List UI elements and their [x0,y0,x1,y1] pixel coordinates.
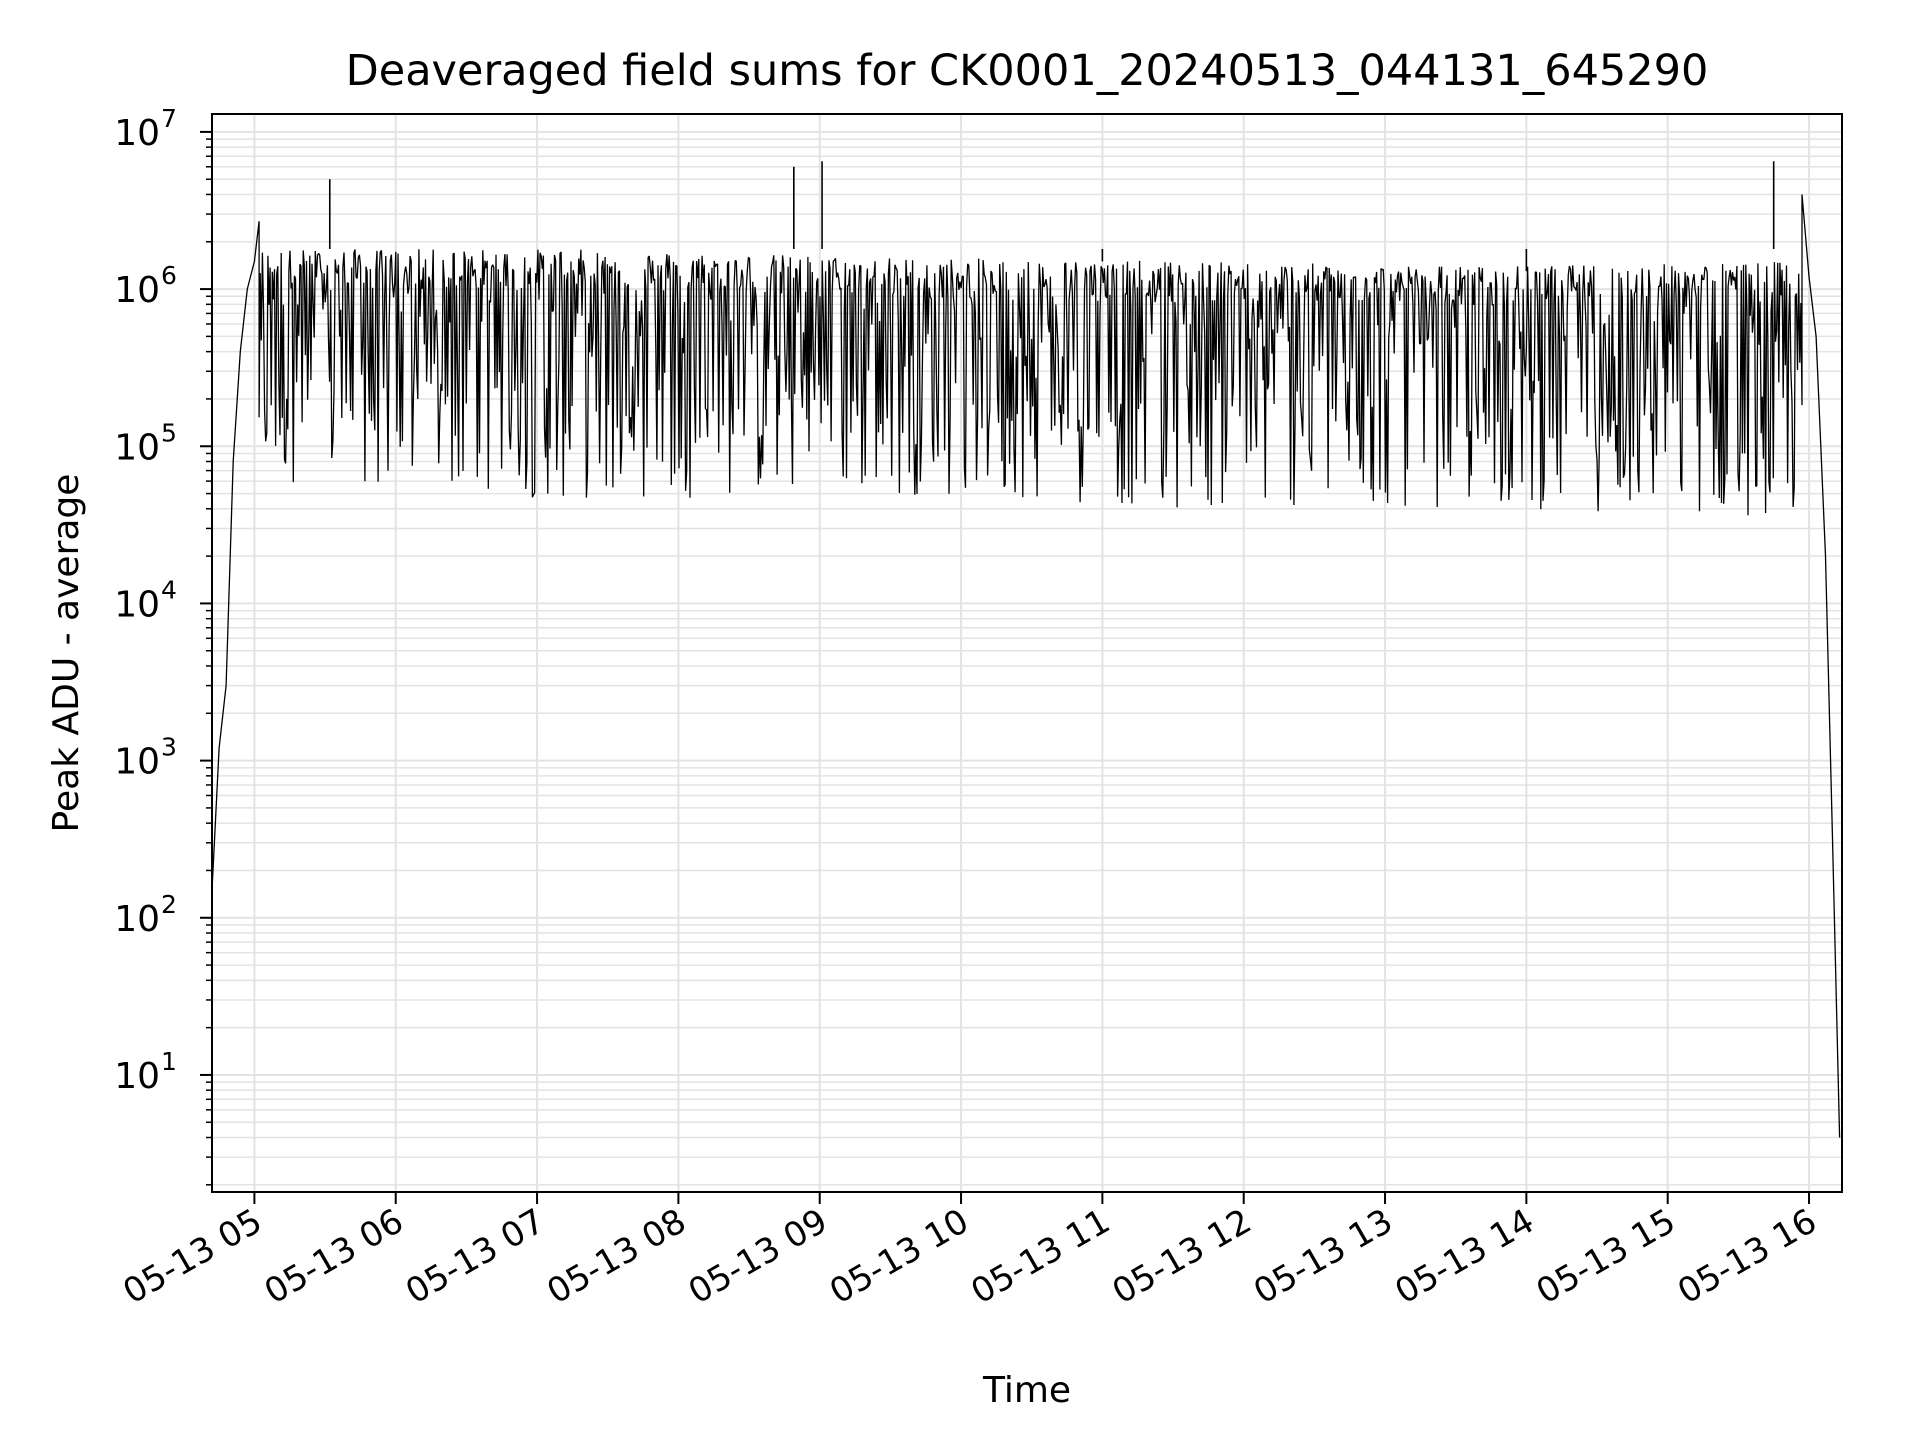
y-tick-label: 10 [114,113,160,154]
y-tick-exponent: 6 [161,261,177,290]
x-tick-label: 05-13 12 [1106,1201,1258,1312]
chart-title: Deaveraged field sums for CK0001_2024051… [346,46,1709,96]
grid [212,114,1842,1192]
y-tick-exponent: 4 [161,575,177,604]
y-tick-exponent: 2 [161,890,177,919]
x-tick-label: 05-13 13 [1247,1201,1399,1312]
x-tick-label: 05-13 10 [823,1201,975,1312]
y-tick-exponent: 3 [161,733,177,762]
y-tick-label: 10 [114,899,160,940]
y-tick-exponent: 5 [161,418,177,447]
x-tick-label: 05-13 14 [1388,1201,1540,1312]
y-tick-exponent: 1 [161,1047,177,1076]
y-tick-label: 10 [114,742,160,783]
x-tick-label: 05-13 15 [1530,1201,1682,1312]
data-series [211,161,1841,1138]
y-tick-label: 10 [114,1056,160,1097]
series-line [211,194,1841,1138]
x-tick-label: 05-13 05 [117,1201,269,1312]
x-tick-label: 05-13 08 [540,1201,692,1312]
x-axis-label: Time [982,1370,1071,1411]
x-tick-label: 05-13 09 [682,1201,834,1312]
y-axis-label: Peak ADU - average [46,474,87,833]
x-tick-label: 05-13 16 [1671,1201,1823,1312]
x-tick-label: 05-13 07 [399,1201,551,1312]
y-tick-label: 10 [114,584,160,625]
y-tick-exponent: 7 [161,104,177,133]
y-tick-label: 10 [114,270,160,311]
y-tick-label: 10 [114,427,160,468]
plot-frame [211,113,1843,1193]
x-tick-label: 05-13 11 [964,1201,1116,1312]
x-tick-label: 05-13 06 [258,1201,410,1312]
